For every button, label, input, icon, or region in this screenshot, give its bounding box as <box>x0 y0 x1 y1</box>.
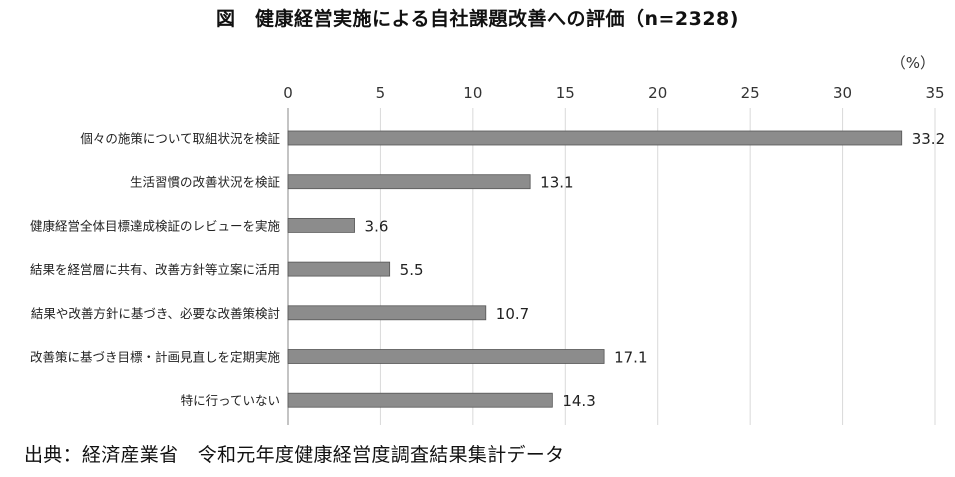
data-label: 3.6 <box>365 217 389 235</box>
unit-label: （%） <box>891 54 935 72</box>
data-label: 13.1 <box>540 174 573 192</box>
category-label: 生活習慣の改善状況を検証 <box>130 175 281 190</box>
category-label: 特に行っていない <box>181 393 280 408</box>
x-tick-label: 15 <box>556 84 575 102</box>
category-labels: 個々の施策について取組状況を検証生活習慣の改善状況を検証健康経営全体目標達成検証… <box>30 131 281 408</box>
x-axis-ticks: 0 5 10 15 20 25 30 35 <box>283 84 944 102</box>
bar <box>287 217 355 233</box>
category-label: 改善策に基づき目標・計画見直しを定期実施 <box>30 350 281 365</box>
category-label: 健康経営全体目標達成検証のレビューを実施 <box>30 218 281 233</box>
bars <box>287 130 903 408</box>
x-tick-label: 30 <box>833 84 852 102</box>
data-label: 10.7 <box>496 305 529 323</box>
bar <box>287 349 605 364</box>
grid-lines <box>379 108 936 425</box>
x-tick-label: 5 <box>376 84 386 102</box>
x-tick-label: 35 <box>925 84 944 102</box>
data-label: 33.2 <box>912 130 945 148</box>
data-label: 17.1 <box>614 349 647 367</box>
bar-chart: 0 5 10 15 20 25 30 35 個々の施策について取組状況を検証生活習慣の改善状況… <box>30 54 946 425</box>
category-label: 結果や改善方針に基づき、必要な改善策検討 <box>31 306 280 321</box>
x-tick-label: 25 <box>741 84 760 102</box>
data-label: 14.3 <box>562 392 595 410</box>
source-note: 出典：経済産業省 令和元年度健康経営度調査結果集計データ <box>24 444 565 466</box>
x-tick-label: 0 <box>283 84 293 102</box>
chart-title: 図 健康経営実施による自社課題改善への評価（n=2328) <box>216 8 739 30</box>
bar <box>287 130 903 146</box>
data-labels: 33.2 13.1 3.6 5.5 10.7 17.1 14.3 <box>365 130 946 410</box>
category-label: 個々の施策について取組状況を検証 <box>80 131 280 146</box>
bar <box>287 261 391 277</box>
bar <box>287 392 553 408</box>
x-tick-label: 20 <box>648 84 667 102</box>
data-label: 5.5 <box>400 261 424 279</box>
x-tick-label: 10 <box>463 84 482 102</box>
bar <box>287 174 531 190</box>
bar <box>287 305 487 321</box>
category-label: 結果を経営層に共有、改善方針等立案に活用 <box>30 262 280 277</box>
